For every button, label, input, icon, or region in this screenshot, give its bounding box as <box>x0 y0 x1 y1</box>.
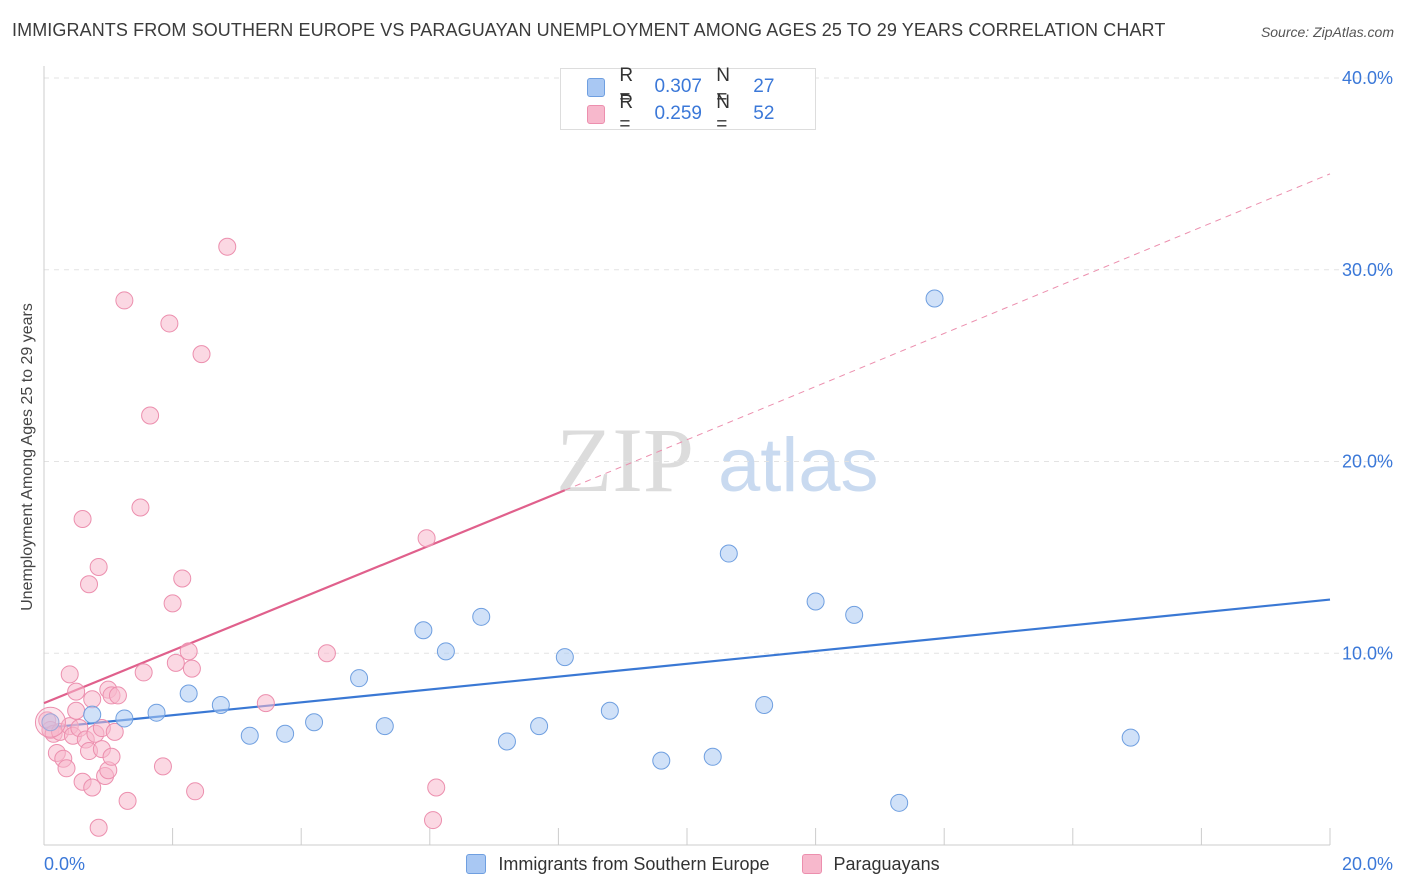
data-point-pink <box>192 345 211 364</box>
data-point-pink <box>186 782 205 801</box>
data-point-blue <box>41 713 60 732</box>
r-label: R = <box>619 65 634 108</box>
data-point-blue <box>925 289 944 308</box>
data-point-pink <box>417 529 436 548</box>
data-point-blue <box>436 642 455 661</box>
x-tick-label: 0.0% <box>44 854 85 874</box>
data-point-pink <box>427 778 446 797</box>
x-tick-label: 20.0% <box>1342 854 1393 874</box>
data-point-blue <box>276 724 295 743</box>
data-point-pink <box>115 291 134 310</box>
data-point-pink <box>179 642 198 661</box>
data-point-blue <box>179 684 198 703</box>
data-point-pink <box>89 557 108 576</box>
data-point-blue <box>350 669 369 688</box>
grid <box>44 77 1394 654</box>
n-value: 27 <box>753 76 775 97</box>
legend-item-paraguayans[interactable]: Paraguayans <box>801 853 940 875</box>
blue-swatch <box>587 77 606 97</box>
data-point-blue <box>652 751 671 770</box>
data-point-blue <box>240 726 259 745</box>
data-point-blue <box>845 605 864 624</box>
data-point-pink <box>80 575 99 594</box>
y-tick-label: 20.0% <box>1342 452 1393 472</box>
data-point-pink <box>105 722 124 741</box>
data-point-blue <box>755 696 774 715</box>
data-point-blue <box>806 592 825 611</box>
data-point-pink <box>166 653 185 672</box>
data-point-pink <box>173 569 192 588</box>
series-legend: Immigrants from Southern Europe Paraguay… <box>0 850 1406 878</box>
data-point-pink <box>67 701 86 720</box>
stats-legend: R = 0.307 N = 27 R = 0.259 N = 52 <box>560 65 816 135</box>
chart-title: IMMIGRANTS FROM SOUTHERN EUROPE VS PARAG… <box>12 20 1166 40</box>
data-point-blue <box>115 709 134 728</box>
data-point-pink <box>182 659 201 678</box>
data-point-pink <box>83 690 102 709</box>
data-point-pink <box>73 510 92 529</box>
data-point-pink <box>118 791 137 810</box>
y-tick-label: 30.0% <box>1342 260 1393 280</box>
data-point-pink <box>89 818 108 837</box>
data-point-pink <box>160 314 179 333</box>
data-points <box>34 237 1140 837</box>
data-point-pink <box>141 406 160 425</box>
r-label: R = <box>619 92 634 135</box>
data-point-blue <box>83 705 102 724</box>
data-point-blue <box>890 793 909 812</box>
data-point-blue <box>530 717 549 736</box>
watermark-atlas: atlas <box>718 423 879 508</box>
data-point-pink <box>163 594 182 613</box>
legend-item-southern-europe[interactable]: Immigrants from Southern Europe <box>466 853 770 875</box>
stats-row-southern-europe: R = 0.307 N = 27 <box>587 65 815 108</box>
data-point-blue <box>497 732 516 751</box>
watermark-zip: ZIP <box>556 409 694 511</box>
data-point-blue <box>719 544 738 563</box>
data-point-pink <box>102 747 121 766</box>
blue-swatch <box>466 854 487 874</box>
data-point-pink <box>67 682 86 701</box>
y-tick-label: 10.0% <box>1342 643 1393 663</box>
trend-line-pink <box>43 489 566 705</box>
n-label: N = <box>716 65 730 108</box>
cluster-point-pink <box>34 706 66 738</box>
data-point-blue <box>1121 728 1140 747</box>
data-point-blue <box>375 717 394 736</box>
data-point-blue <box>414 621 433 640</box>
data-point-pink <box>153 757 172 776</box>
data-point-pink <box>60 665 79 684</box>
legend-label: Paraguayans <box>833 853 940 874</box>
data-point-blue <box>600 701 619 720</box>
data-point-pink <box>256 694 275 713</box>
stats-row-paraguayans: R = 0.259 N = 52 <box>587 92 815 135</box>
source-credit: Source: ZipAtlas.com <box>1260 24 1394 40</box>
data-point-pink <box>218 237 237 256</box>
n-value: 52 <box>753 103 775 124</box>
data-point-pink <box>108 686 127 705</box>
legend-label: Immigrants from Southern Europe <box>498 853 770 874</box>
r-value: 0.307 <box>654 76 702 97</box>
pink-swatch <box>801 854 822 874</box>
data-point-pink <box>83 778 102 797</box>
data-point-pink <box>131 498 150 517</box>
watermark: ZIP atlas <box>556 409 879 511</box>
r-value: 0.259 <box>654 103 702 124</box>
data-point-blue <box>472 607 491 626</box>
y-tick-label: 40.0% <box>1342 68 1393 88</box>
data-point-blue <box>305 713 324 732</box>
trend-extension-pink <box>564 173 1331 491</box>
data-point-pink <box>317 644 336 663</box>
data-point-pink <box>57 759 76 778</box>
data-point-blue <box>147 703 166 722</box>
data-point-blue <box>703 747 722 766</box>
data-point-pink <box>134 663 153 682</box>
tick-labels: 10.0% 20.0% 30.0% 40.0% 0.0% 20.0% <box>44 68 1393 874</box>
data-point-pink <box>424 811 443 830</box>
data-point-blue <box>211 696 230 715</box>
data-point-blue <box>555 648 574 667</box>
n-label: N = <box>716 92 730 135</box>
pink-swatch <box>587 104 606 124</box>
trend-line-blue <box>43 598 1331 730</box>
